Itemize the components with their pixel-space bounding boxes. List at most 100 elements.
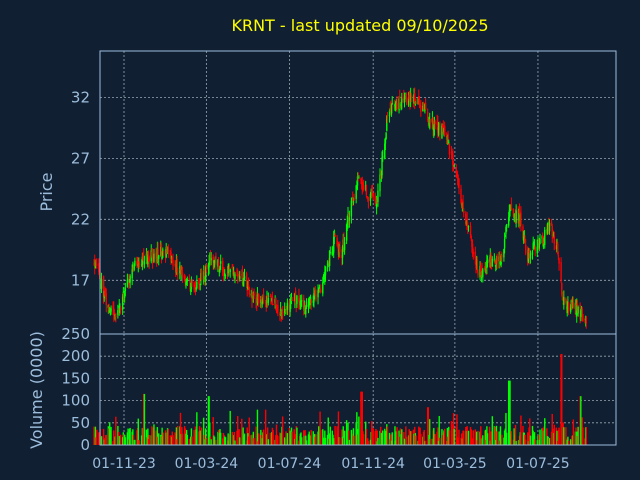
candle-body: [494, 260, 496, 265]
candle-body: [129, 275, 131, 283]
volume-bar: [196, 412, 198, 445]
candle-body: [382, 156, 384, 158]
candle-body: [209, 254, 212, 261]
volume-bar: [229, 410, 231, 445]
candle-body: [381, 157, 383, 176]
candle-body: [542, 235, 544, 245]
volume-bar: [529, 418, 531, 445]
candle-body: [415, 102, 417, 104]
candle-body: [324, 266, 327, 276]
candle-body: [533, 244, 536, 246]
volume-bar: [239, 437, 241, 445]
candle-body: [463, 210, 465, 214]
candle-body: [528, 251, 530, 253]
volume-bar: [212, 417, 214, 445]
candle-body: [544, 229, 546, 246]
candle-body: [138, 261, 140, 263]
volume-bar: [200, 427, 203, 445]
candle-body: [104, 290, 106, 296]
candle-body: [379, 174, 381, 192]
candle-body: [334, 234, 336, 237]
candle-body: [469, 225, 472, 235]
candle-body: [134, 260, 136, 266]
candle-body: [399, 105, 402, 107]
volume-bar: [327, 417, 329, 445]
volume-bar: [358, 416, 360, 445]
candle-body: [96, 264, 98, 266]
candle-body: [222, 261, 224, 272]
volume-bar: [293, 429, 295, 445]
candle-body: [420, 105, 422, 112]
candle-body: [303, 297, 305, 310]
volume-bar: [396, 427, 398, 445]
volume-bar: [408, 429, 410, 445]
candle-body: [465, 213, 467, 224]
candle-body: [200, 270, 203, 280]
candle-body: [181, 272, 184, 278]
candle-body: [148, 257, 150, 262]
candle-body: [424, 103, 427, 110]
candle-body: [105, 293, 107, 306]
volume-bar: [215, 439, 217, 445]
candle-body: [275, 305, 278, 307]
candle-body: [356, 186, 358, 188]
volume-bar: [243, 433, 246, 445]
candle-body: [401, 98, 403, 103]
volume-bar: [134, 439, 136, 445]
volume-bar: [255, 426, 257, 445]
candle-body: [232, 267, 234, 274]
price-y-tick-label: 27: [71, 149, 90, 167]
candle-body: [399, 96, 401, 103]
volume-bar: [148, 434, 150, 445]
volume-bar: [427, 407, 430, 445]
candle-body: [339, 246, 341, 253]
volume-bar: [322, 429, 324, 445]
volume-bar: [256, 409, 259, 445]
candle-body: [322, 276, 325, 284]
candle-body: [172, 260, 174, 266]
candle-body: [441, 125, 443, 139]
volume-bar: [437, 427, 439, 445]
volume-bar: [496, 431, 498, 445]
candle-body: [524, 238, 526, 243]
price-grid: [100, 51, 616, 334]
candle-body: [341, 246, 344, 258]
candle-body: [327, 262, 329, 267]
candle-body: [191, 281, 193, 283]
volume-bar: [582, 427, 584, 445]
volume-y-tick-label: 50: [71, 414, 90, 432]
candle-body: [566, 306, 568, 310]
candle-body: [176, 259, 178, 273]
candle-body: [410, 95, 413, 97]
volume-bar: [405, 426, 407, 445]
candle-body: [467, 228, 469, 230]
volume-frame: [99, 333, 617, 446]
volume-bar: [227, 433, 229, 445]
volume-bar: [524, 439, 527, 445]
price-y-tick-label: 22: [71, 210, 90, 228]
candle-body: [243, 278, 245, 282]
volume-bar: [514, 424, 517, 445]
candle-body: [94, 260, 97, 268]
volume-bar: [158, 433, 160, 445]
candle-body: [398, 98, 400, 111]
candle-body: [298, 295, 300, 303]
candle-body: [336, 237, 338, 245]
candle-body: [317, 290, 319, 298]
candle-body: [329, 251, 331, 253]
volume-bar: [470, 429, 472, 445]
volume-bar: [486, 433, 489, 445]
candle-body: [503, 238, 506, 249]
volume-bar: [94, 426, 97, 445]
volume-bar: [467, 430, 470, 445]
volume-bar: [262, 429, 265, 445]
candle-body: [442, 123, 445, 134]
candle-body: [162, 249, 164, 258]
volume-bar: [391, 432, 393, 445]
candle-body: [183, 275, 186, 281]
candle-body: [331, 251, 334, 255]
candle-body: [414, 93, 416, 105]
candle-body: [251, 293, 253, 301]
candle-body: [119, 306, 121, 309]
candle-body: [124, 288, 127, 292]
